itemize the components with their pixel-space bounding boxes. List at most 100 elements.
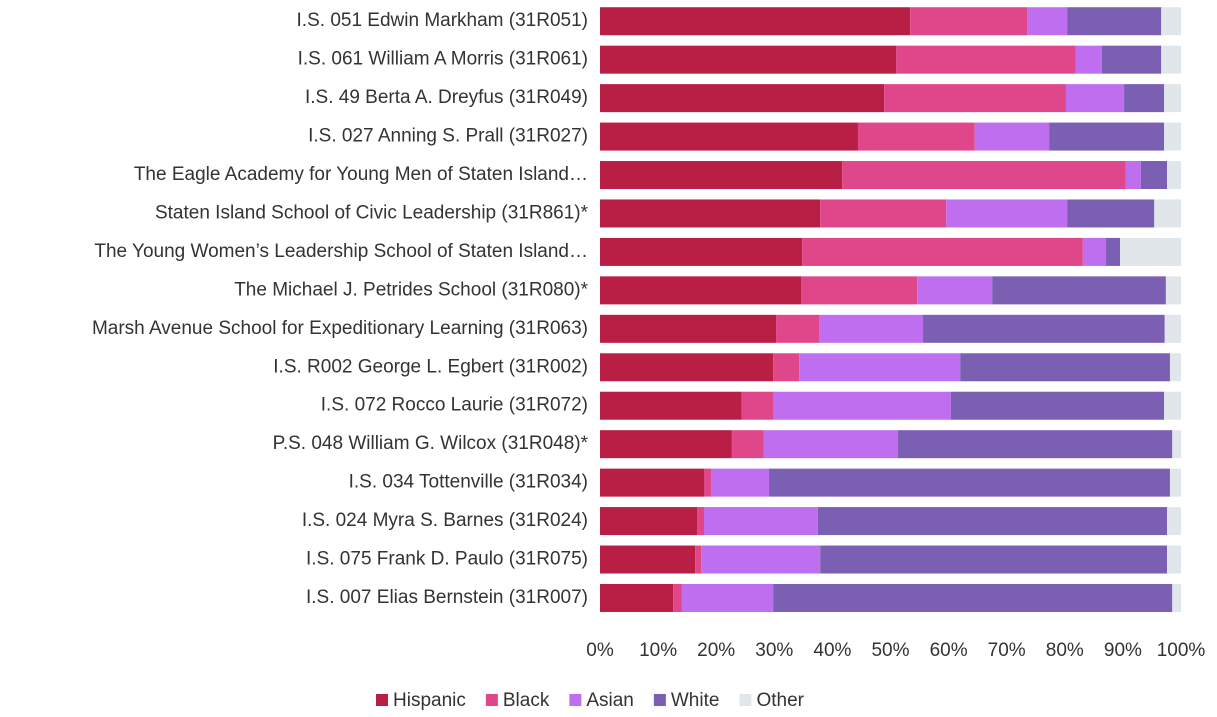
y-tick-label: The Michael J. Petrides School (31R080)* (234, 279, 588, 300)
bar-segment (950, 391, 1165, 420)
bar-segment (802, 237, 1083, 266)
bar-segment (896, 45, 1076, 74)
y-tick-label: I.S. 051 Edwin Markham (31R051) (297, 10, 588, 31)
y-tick-label: I.S. 024 Myra S. Barnes (31R024) (302, 510, 588, 531)
y-tick-label: Marsh Avenue School for Expeditionary Le… (92, 318, 588, 339)
bar-segment (1167, 507, 1181, 536)
bar-segment (1154, 199, 1181, 228)
bar-segment (600, 545, 696, 574)
bar-segment (1172, 430, 1181, 459)
bar-segment (1125, 161, 1141, 190)
y-tick-label: I.S. 034 Tottenville (31R034) (349, 472, 588, 493)
bar-segment (600, 353, 774, 382)
bar-segment (1065, 84, 1125, 113)
legend-label: Other (756, 690, 804, 711)
bar-segment (974, 122, 1050, 151)
bar-segment (600, 7, 911, 36)
bar-segment (817, 507, 1168, 536)
y-tick-label: I.S. R002 George L. Egbert (31R002) (273, 356, 588, 377)
bar-segment (1161, 7, 1181, 36)
bar-segment (923, 314, 1165, 343)
x-tick-label: 90% (1104, 640, 1142, 661)
y-tick-label: I.S. 007 Elias Bernstein (31R007) (306, 587, 588, 608)
bar-segment (960, 353, 1170, 382)
bar-segment (1167, 161, 1181, 190)
bar-segment (1075, 45, 1102, 74)
y-tick-label: The Eagle Academy for Young Men of State… (134, 164, 588, 185)
bar-segment (600, 84, 885, 113)
bar-segment (695, 545, 702, 574)
bar-segment (1164, 122, 1181, 151)
bar-segment (799, 353, 961, 382)
bar-segment (600, 276, 802, 305)
bar-segment (898, 430, 1173, 459)
bar-segment (1124, 84, 1165, 113)
bar-segment (600, 430, 732, 459)
bar-segment (600, 314, 777, 343)
x-tick-label: 70% (988, 640, 1026, 661)
bar-segment (1167, 545, 1181, 574)
x-tick-label: 30% (755, 640, 793, 661)
bar-segment (1049, 122, 1165, 151)
x-tick-label: 100% (1157, 640, 1206, 661)
legend-label: Asian (586, 690, 634, 711)
bar-segment (600, 507, 698, 536)
x-tick-label: 20% (697, 640, 735, 661)
bar-segment (801, 276, 918, 305)
bar-segment (763, 430, 899, 459)
bar-segment (701, 545, 821, 574)
legend-swatch (739, 694, 752, 706)
bar-segment (917, 276, 993, 305)
bar-segment (773, 353, 800, 382)
legend-label: Hispanic (393, 690, 466, 711)
bar-segment (773, 583, 1173, 612)
bar-segment (1067, 7, 1162, 36)
bar-segment (773, 391, 951, 420)
bar-segment (600, 468, 704, 497)
legend-swatch (569, 694, 582, 706)
y-tick-label: I.S. 072 Rocco Laurie (31R072) (321, 395, 588, 416)
bar-segment (776, 314, 820, 343)
bar-segment (1164, 391, 1181, 420)
bar-segment (600, 122, 858, 151)
bar-segment (1140, 161, 1168, 190)
y-tick-label: Staten Island School of Civic Leadership… (155, 202, 589, 223)
bar-segment (600, 199, 821, 228)
bar-segment (731, 430, 764, 459)
bar-segment (1164, 84, 1181, 113)
bar-segment (697, 507, 704, 536)
bar-segment (600, 161, 843, 190)
bar-segment (1106, 237, 1120, 266)
legend-label: White (671, 690, 720, 711)
bar-segment (842, 161, 1126, 190)
bar-segment (1082, 237, 1107, 266)
bar-segment (1172, 583, 1181, 612)
bar-segment (710, 468, 770, 497)
x-tick-label: 80% (1046, 640, 1084, 661)
bar-segment (703, 507, 818, 536)
bar-segment (857, 122, 975, 151)
bar-segment (769, 468, 1170, 497)
bar-segment (681, 583, 774, 612)
bar-segment (741, 391, 774, 420)
legend-label: Black (503, 690, 550, 711)
bar-segment (703, 468, 711, 497)
bar-segment (1101, 45, 1162, 74)
bar-segment (910, 7, 1028, 36)
y-tick-label: I.S. 027 Anning S. Prall (31R027) (308, 126, 588, 147)
bar-segment (884, 84, 1066, 113)
x-tick-label: 0% (586, 640, 614, 661)
y-tick-label: I.S. 49 Berta A. Dreyfus (31R049) (305, 87, 588, 108)
legend-swatch (485, 694, 498, 706)
y-tick-label: P.S. 048 William G. Wilcox (31R048)* (273, 433, 589, 454)
bar-segment (600, 45, 897, 74)
bar-segment (673, 583, 682, 612)
x-tick-label: 60% (930, 640, 968, 661)
y-tick-label: I.S. 075 Frank D. Paulo (31R075) (306, 549, 588, 570)
bar-segment (600, 237, 803, 266)
legend-swatch (376, 694, 388, 706)
bar-segment (1119, 237, 1181, 266)
x-tick-label: 50% (871, 640, 909, 661)
bar-segment (600, 583, 674, 612)
